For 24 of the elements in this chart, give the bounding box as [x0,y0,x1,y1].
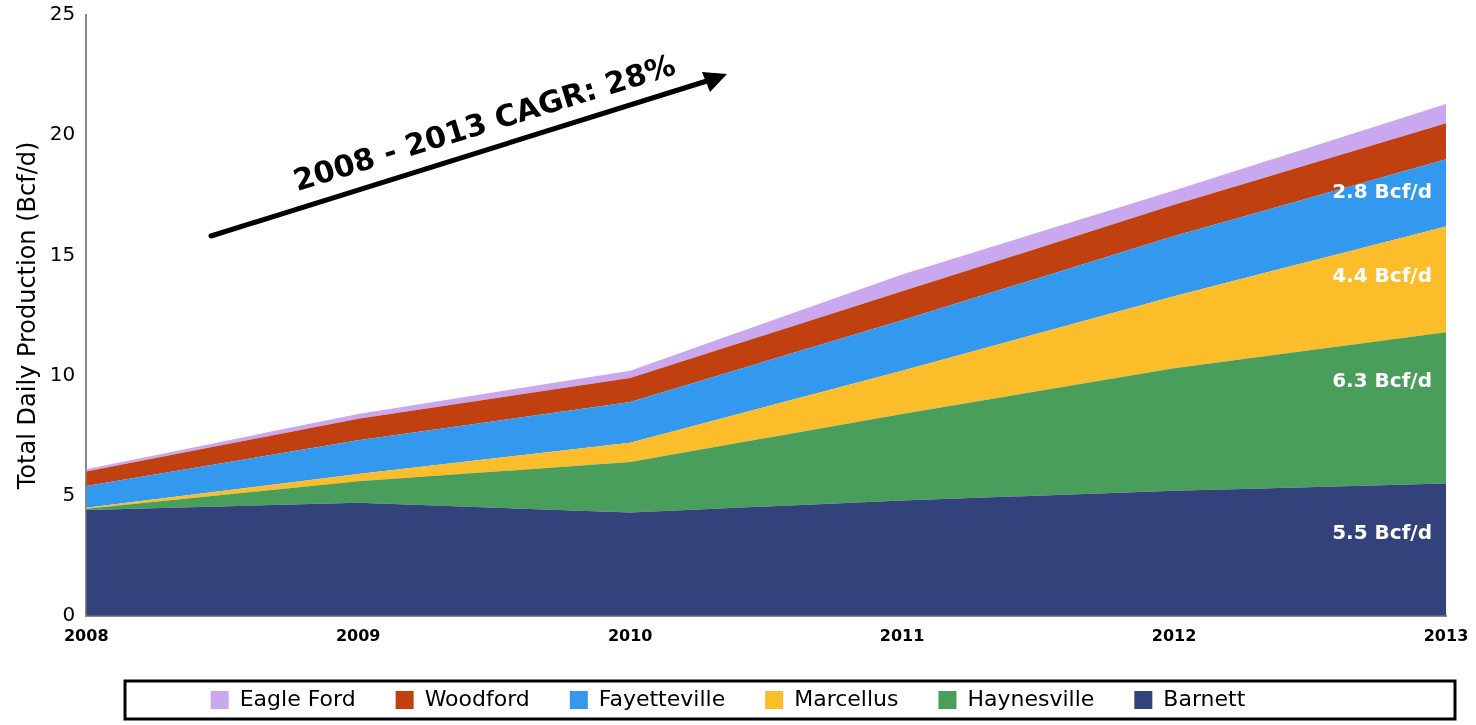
x-tick-label: 2009 [335,625,381,645]
x-tick-label: 2011 [879,625,925,645]
legend-label: Woodford [424,685,530,711]
y-tick-label: 25 [49,1,76,26]
y-tick-label: 20 [49,121,76,146]
y-tick-label: 5 [62,481,76,506]
data-label: 4.4 Bcf/d [1332,262,1432,287]
data-label: 6.3 Bcf/d [1332,368,1432,393]
y-tick-label: 0 [62,602,76,626]
x-tick-label: 2012 [1151,625,1197,645]
legend-label: Marcellus [794,685,899,711]
legend-label: Fayetteville [598,685,726,711]
y-tick-label: 15 [49,241,76,266]
y-tick-label: 10 [49,361,76,386]
x-tick-label: 2013 [1423,625,1469,645]
legend-label: Eagle Ford [239,685,356,711]
x-tick-label: 2008 [63,625,109,645]
data-label: 5.5 Bcf/d [1332,519,1432,544]
data-label: 2.8 Bcf/d [1332,179,1432,204]
x-tick-label: 2010 [607,625,653,645]
annotation: 2008 - 2013 CAGR: 28% [289,46,680,198]
legend-label: Haynesville [967,685,1095,711]
legend-label: Barnett [1163,685,1246,711]
y-axis-title: Total Daily Production (Bcf/d) [12,141,41,491]
